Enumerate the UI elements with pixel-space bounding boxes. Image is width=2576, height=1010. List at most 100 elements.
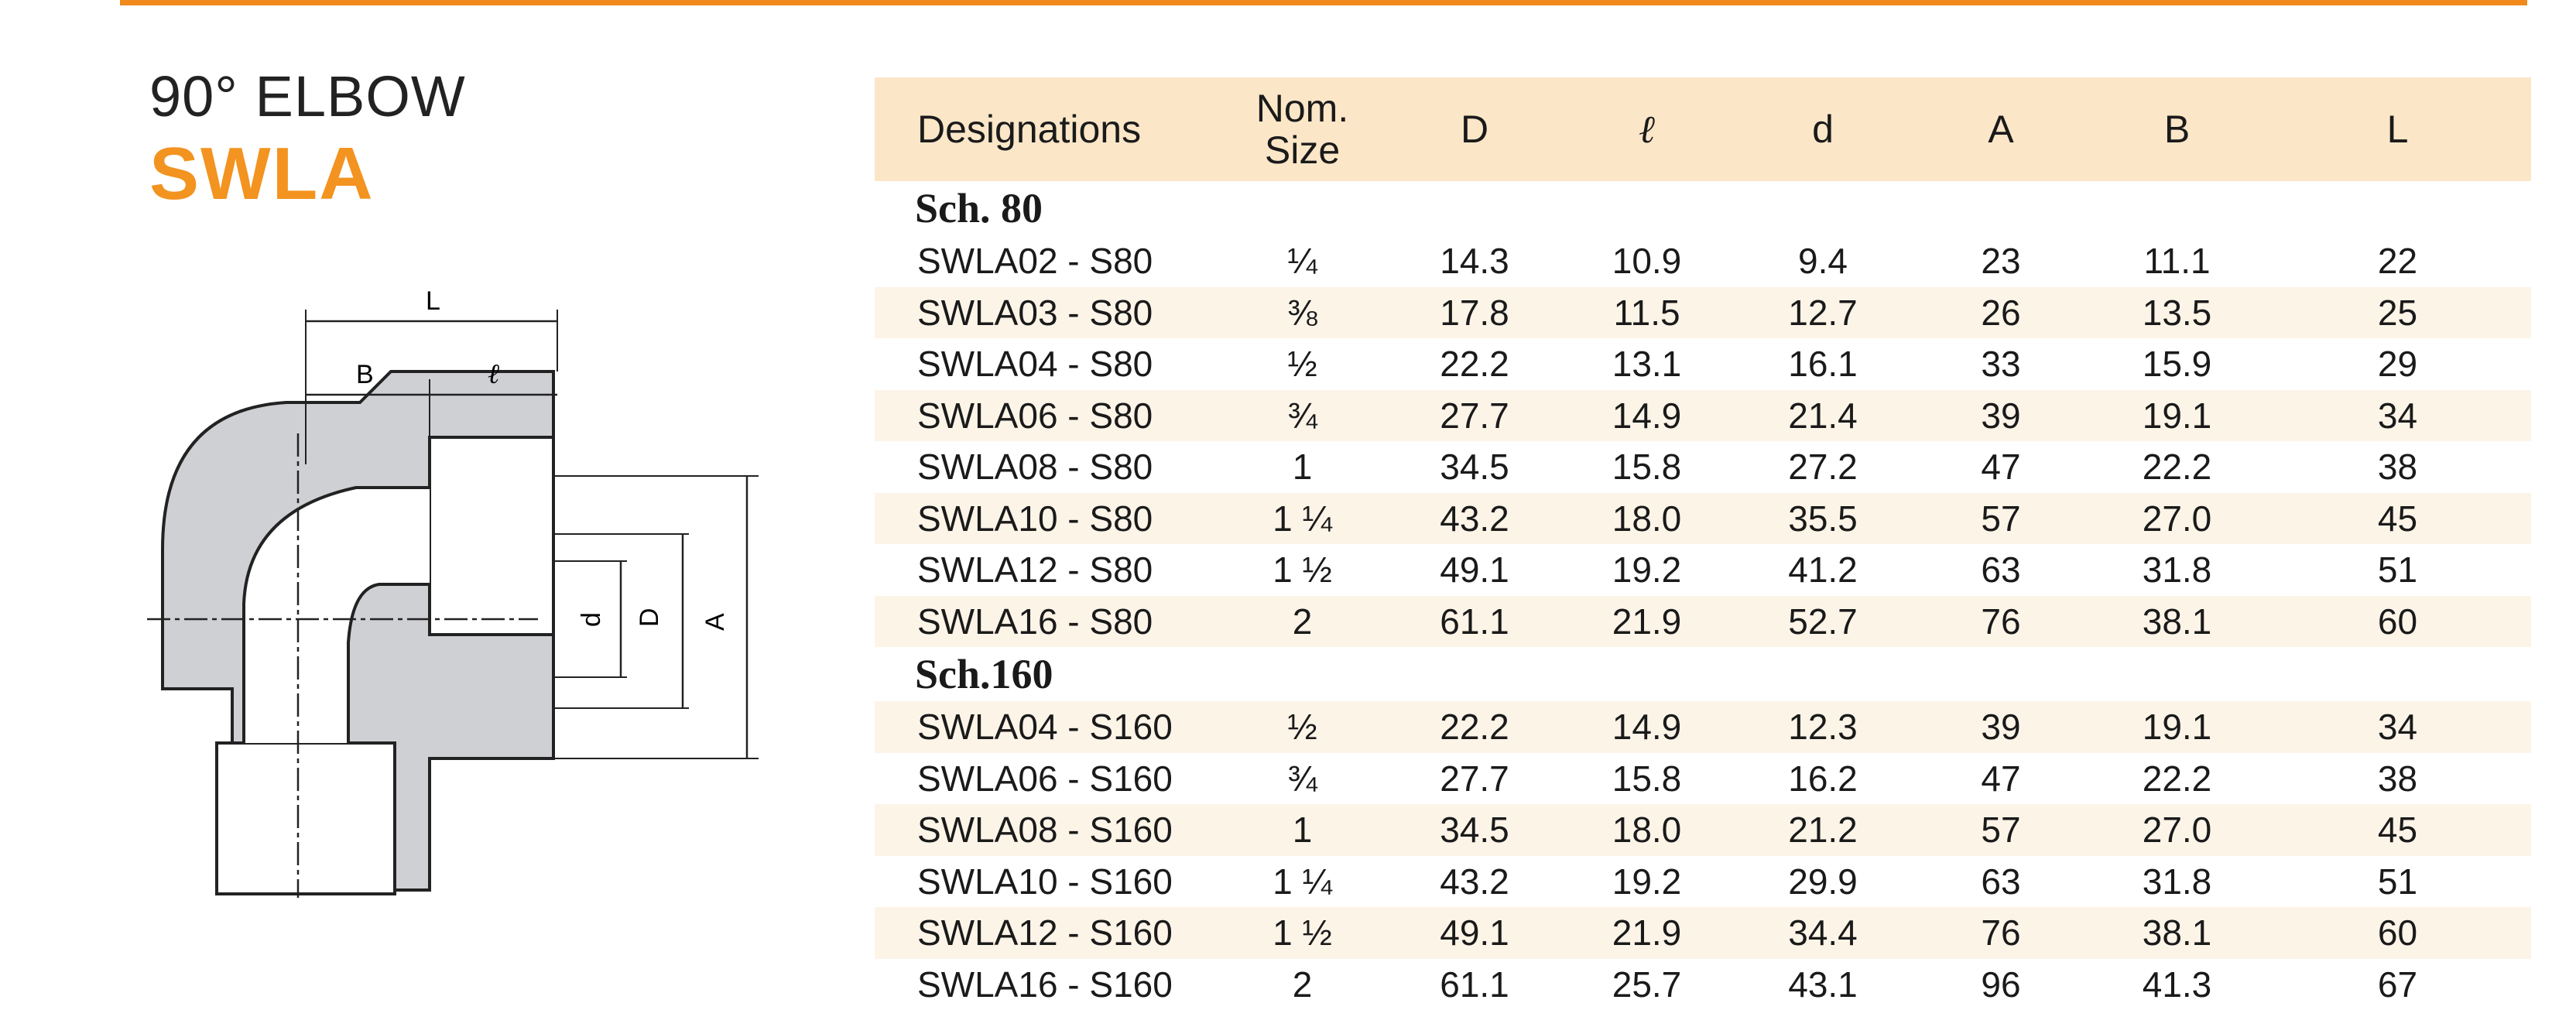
value-cell: 22 [2264,235,2531,287]
col-header-d: d [1734,77,1912,181]
value-cell: 45 [2264,804,2531,856]
value-cell: 33 [1912,338,2090,390]
value-cell: 1 [1215,804,1389,856]
value-cell: 1 ½ [1215,544,1389,596]
value-cell: 19.1 [2090,390,2264,442]
value-cell: 11.1 [2090,235,2264,287]
value-cell: 13.5 [2090,287,2264,339]
designation-cell: SWLA03 - S80 [875,287,1215,339]
value-cell: 14.9 [1560,390,1734,442]
value-cell: 15.8 [1560,753,1734,805]
value-cell: 2 [1215,959,1389,1010]
col-header-D: D [1389,77,1560,181]
value-cell: 18.0 [1560,493,1734,545]
designation-cell: SWLA08 - S160 [875,804,1215,856]
value-cell: 45 [2264,493,2531,545]
value-cell: 22.2 [2090,753,2264,805]
value-cell: 41.2 [1734,544,1912,596]
value-cell: 63 [1912,856,2090,908]
product-code-title: SWLA [149,132,375,217]
value-cell: ¾ [1215,753,1389,805]
dim-label-d: d [577,612,606,627]
value-cell: 39 [1912,701,2090,753]
value-cell: 1 ¼ [1215,493,1389,545]
value-cell: ⅜ [1215,287,1389,339]
value-cell: 41.3 [2090,959,2264,1010]
value-cell: 23 [1912,235,2090,287]
value-cell: 49.1 [1389,544,1560,596]
value-cell: 34 [2264,701,2531,753]
bottom-socket-bore [217,743,395,894]
value-cell: 27.7 [1389,753,1560,805]
value-cell: 19.2 [1560,856,1734,908]
col-header-nom-size: Nom.Size [1215,77,1389,181]
col-header-A: A [1912,77,2090,181]
side-socket-bore [430,437,553,635]
value-cell: 31.8 [2090,544,2264,596]
value-cell: 15.9 [2090,338,2264,390]
value-cell: 63 [1912,544,2090,596]
value-cell: 18.0 [1560,804,1734,856]
value-cell: ¼ [1215,235,1389,287]
top-orange-rule [120,0,2527,5]
value-cell: 60 [2264,907,2531,959]
value-cell: 49.1 [1389,907,1560,959]
dim-label-L: L [426,286,440,316]
col-header-L: L [2264,77,2531,181]
value-cell: ¾ [1215,390,1389,442]
designation-cell: SWLA02 - S80 [875,235,1215,287]
schedule-heading: Sch. 80 [875,181,2531,235]
value-cell: 61.1 [1389,596,1560,648]
value-cell: 47 [1912,753,2090,805]
value-cell: 21.9 [1560,907,1734,959]
dim-label-B: B [356,360,374,389]
designation-cell: SWLA10 - S80 [875,493,1215,545]
value-cell: 22.2 [1389,338,1560,390]
value-cell: 29 [2264,338,2531,390]
value-cell: 60 [2264,596,2531,648]
value-cell: 76 [1912,907,2090,959]
value-cell: 25.7 [1560,959,1734,1010]
value-cell: 38.1 [2090,596,2264,648]
value-cell: 57 [1912,493,2090,545]
value-cell: 39 [1912,390,2090,442]
designation-cell: SWLA16 - S80 [875,596,1215,648]
product-type-title: 90° ELBOW [149,63,466,129]
value-cell: 21.2 [1734,804,1912,856]
value-cell: 15.8 [1560,441,1734,493]
value-cell: 27.2 [1734,441,1912,493]
value-cell: 51 [2264,544,2531,596]
value-cell: 43.2 [1389,856,1560,908]
value-cell: 13.1 [1560,338,1734,390]
value-cell: 38 [2264,753,2531,805]
value-cell: 19.2 [1560,544,1734,596]
value-cell: 21.9 [1560,596,1734,648]
value-cell: 61.1 [1389,959,1560,1010]
value-cell: 43.1 [1734,959,1912,1010]
value-cell: 22.2 [1389,701,1560,753]
value-cell: 17.8 [1389,287,1560,339]
col-header-l: ℓ [1560,77,1734,181]
schedule-heading-row: Sch.160 [875,647,2531,701]
value-cell: 1 ½ [1215,907,1389,959]
value-cell: 12.3 [1734,701,1912,753]
value-cell: 67 [2264,959,2531,1010]
table-header-row: Designations Nom.Size D ℓ d A B L [875,77,2531,181]
value-cell: 38 [2264,441,2531,493]
value-cell: 34.5 [1389,441,1560,493]
value-cell: 31.8 [2090,856,2264,908]
value-cell: 12.7 [1734,287,1912,339]
value-cell: 1 ¼ [1215,856,1389,908]
designation-cell: SWLA04 - S160 [875,701,1215,753]
elbow-cross-section-drawing: L B ℓ d D A [147,279,782,898]
